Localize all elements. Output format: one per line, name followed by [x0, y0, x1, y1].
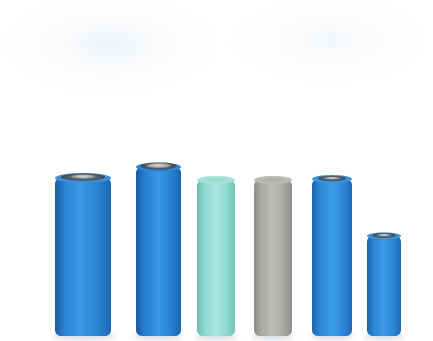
battery-cell-icon: [367, 232, 401, 336]
battery-cell-icon: [197, 176, 235, 336]
battery-cell-icon: [312, 175, 352, 336]
background-haze-left: [0, 0, 240, 105]
battery-cell-icon: [55, 173, 111, 336]
battery-cell-icon: [254, 176, 292, 336]
battery-cell-icon: [136, 162, 181, 336]
background-haze-right: [210, 0, 433, 95]
